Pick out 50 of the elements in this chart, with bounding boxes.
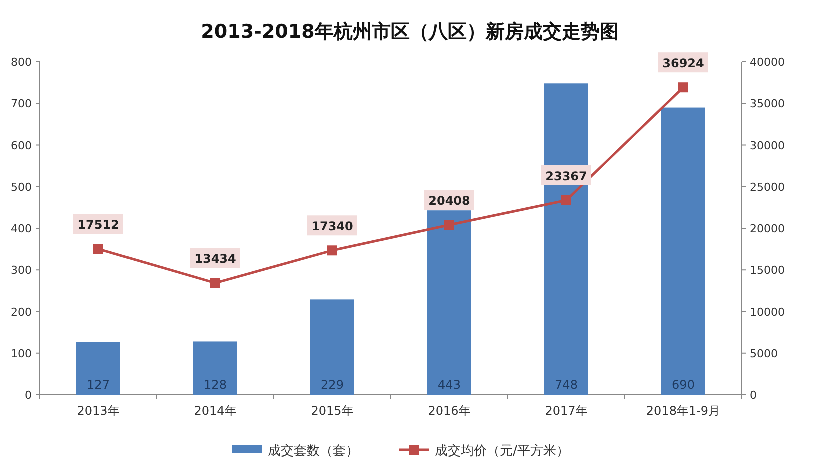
- data-label: 229: [321, 378, 344, 392]
- data-label: 36924: [662, 56, 704, 71]
- data-label: 128: [204, 378, 227, 392]
- x-tick-label: 2013年: [77, 404, 120, 418]
- data-label: 17512: [78, 218, 120, 232]
- point: [210, 278, 220, 288]
- y2-tick-label: 35000: [750, 98, 785, 111]
- bar: [194, 342, 238, 395]
- y-tick-label: 100: [11, 347, 32, 360]
- y2-tick-label: 20000: [750, 222, 785, 236]
- data-label: 748: [555, 378, 578, 392]
- y-tick-label: 400: [11, 222, 32, 236]
- point: [678, 82, 688, 93]
- y-tick-label: 800: [11, 56, 32, 69]
- x-tick-label: 2018年1-9月: [646, 404, 721, 418]
- y2-tick-label: 40000: [750, 56, 785, 69]
- data-label: 13434: [194, 252, 236, 266]
- x-tick-label: 2014年: [194, 404, 237, 418]
- 成交均价（元/平方米）: 17512 13434 17340 20408 23367 36924: [74, 52, 708, 288]
- x-tick-label: 2015年: [311, 404, 354, 418]
- y-tick-label: 600: [11, 139, 32, 152]
- y-tick-label: 200: [11, 306, 32, 319]
- point: [562, 195, 572, 206]
- bar: [662, 108, 706, 395]
- data-label: 443: [438, 378, 461, 392]
- y-tick-label: 0: [25, 389, 32, 402]
- y2-tick-label: 30000: [750, 139, 785, 152]
- y2-tick-label: 5000: [750, 347, 778, 360]
- data-label: 17340: [312, 220, 354, 234]
- data-label: 127: [87, 378, 110, 392]
- data-label: 23367: [546, 169, 588, 184]
- x-tick-label: 2016年: [428, 404, 471, 418]
- y-tick-label: 500: [11, 180, 32, 194]
- y2-tick-label: 25000: [750, 180, 785, 194]
- point: [328, 246, 338, 256]
- data-label: 690: [672, 378, 695, 392]
- y2-tick-label: 15000: [750, 264, 785, 278]
- x-tick-label: 2017年: [545, 404, 588, 418]
- bar: [310, 300, 354, 395]
- legend-label: 成交套数（套）: [268, 443, 359, 459]
- y-tick-label: 300: [11, 264, 32, 278]
- legend-label: 成交均价（元/平方米）: [435, 443, 570, 459]
- bar: [76, 342, 120, 395]
- chart-title: 2013-2018年杭州市区（八区）新房成交走势图: [201, 21, 619, 43]
- y2-tick-label: 0: [750, 389, 757, 402]
- data-label: 20408: [428, 194, 470, 208]
- y2-tick-label: 10000: [750, 306, 785, 319]
- point: [94, 244, 104, 254]
- y-tick-label: 700: [11, 98, 32, 111]
- point: [444, 220, 454, 230]
